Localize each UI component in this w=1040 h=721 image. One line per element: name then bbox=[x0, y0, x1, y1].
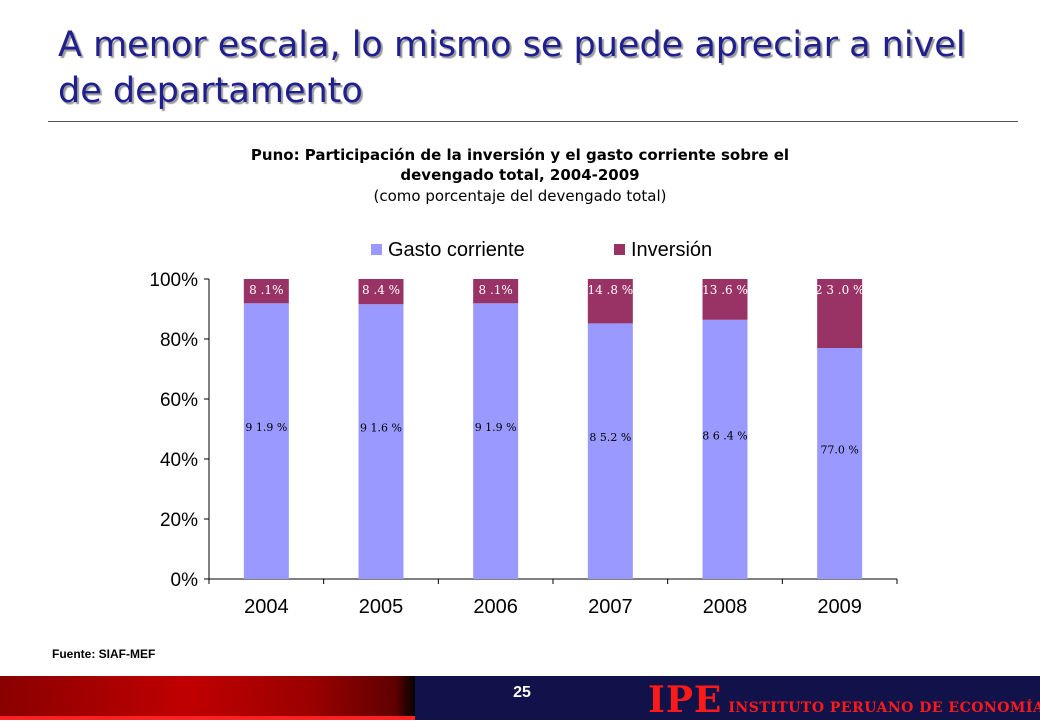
y-tick-label: 60% bbox=[160, 390, 198, 411]
logo-text: INSTITUTO PERUANO DE ECONOMÍA bbox=[728, 700, 1040, 716]
data-label: 8 .4 % bbox=[362, 283, 400, 297]
source-note: Fuente: SIAF-MEF bbox=[52, 647, 156, 661]
data-label: 13 .6 % bbox=[702, 283, 748, 297]
data-label: 9 1.9 % bbox=[245, 421, 287, 434]
data-label: 8 .1% bbox=[249, 283, 283, 297]
data-label: 9 1.6 % bbox=[360, 422, 402, 435]
data-label: 2 3 .0 % bbox=[815, 283, 865, 297]
data-label: 77.0 % bbox=[820, 444, 858, 457]
bar-segment bbox=[587, 323, 633, 579]
x-tick-label: 2008 bbox=[703, 596, 748, 618]
bar-segment bbox=[702, 279, 748, 320]
y-tick-label: 20% bbox=[160, 510, 198, 531]
data-label: 8 6 .4 % bbox=[702, 429, 747, 442]
bar-segment bbox=[473, 303, 519, 579]
bar-segment bbox=[817, 279, 863, 348]
x-tick-label: 2004 bbox=[244, 596, 289, 618]
title-divider bbox=[48, 121, 1018, 122]
logo-mark: IPE bbox=[648, 679, 723, 721]
y-tick-label: 100% bbox=[149, 270, 198, 291]
data-label: 14 .8 % bbox=[587, 283, 633, 297]
stacked-bar-chart: 0% 20% 40% 60% 80% 100% 9 1.9 % 8 .1% 2004 9 1.6 … bbox=[149, 239, 898, 618]
bar-segment bbox=[817, 348, 863, 579]
chart-title-line1: Puno: Participación de la inversión y el… bbox=[250, 146, 790, 164]
legend-swatch bbox=[371, 244, 382, 255]
data-label: 8 5.2 % bbox=[589, 431, 631, 444]
page-number: 25 bbox=[513, 684, 531, 701]
bar-segment bbox=[243, 303, 289, 579]
y-tick-label: 0% bbox=[171, 570, 199, 591]
bar-segment bbox=[358, 279, 404, 305]
bar-segment bbox=[243, 279, 289, 304]
bar-segment bbox=[473, 279, 519, 304]
ipe-logo: IPE INSTITUTO PERUANO DE ECONOMÍA bbox=[648, 680, 1040, 720]
footer-red-line bbox=[0, 716, 415, 720]
y-tick-label: 80% bbox=[160, 330, 198, 351]
bar-segment bbox=[358, 304, 404, 579]
legend-label: Inversión bbox=[631, 239, 712, 261]
chart-title-line2: devengado total, 2004-2009 bbox=[400, 166, 640, 184]
x-tick-label: 2009 bbox=[817, 596, 862, 618]
slide-title: A menor escala, lo mismo se puede apreci… bbox=[58, 25, 966, 111]
footer-blue-band bbox=[415, 676, 1040, 720]
x-tick-label: 2005 bbox=[359, 596, 404, 618]
legend-label: Gasto corriente bbox=[388, 239, 525, 261]
y-tick-label: 40% bbox=[160, 450, 198, 471]
bar-segment bbox=[587, 279, 633, 324]
x-tick-label: 2007 bbox=[588, 596, 633, 618]
x-tick-label: 2006 bbox=[473, 596, 518, 618]
legend-swatch bbox=[614, 244, 625, 255]
bar-segment bbox=[702, 319, 748, 579]
chart-subtitle: (como porcentaje del devengado total) bbox=[373, 187, 667, 205]
data-label: 8 .1% bbox=[479, 283, 513, 297]
data-label: 9 1.9 % bbox=[475, 421, 517, 434]
